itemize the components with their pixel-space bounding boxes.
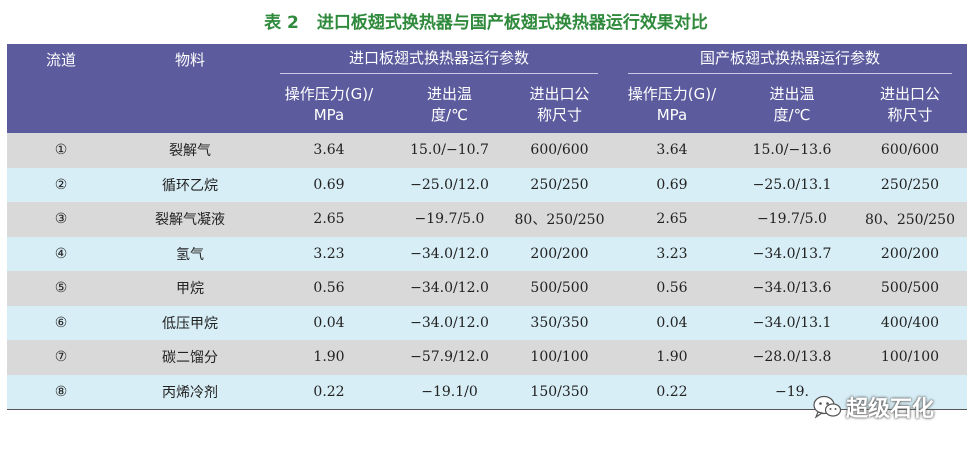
cell-flow: ④ [7,236,115,271]
header-domestic-pressure: 操作压力(G)/MPa [613,77,731,133]
cell-domestic-temp: −34.0/13.1 [731,305,853,340]
cell-material: 裂解气凝液 [115,202,265,237]
cell-import-temp: 15.0/−10.7 [393,133,506,168]
table-header: 流道 物料 进口板翅式换热器运行参数 国产板翅式换热器运行参数 操作压力(G)/… [7,44,967,133]
cell-domestic-size: 400/400 [853,305,967,340]
cell-material: 低压甲烷 [115,305,265,340]
cell-import-size: 80、250/250 [506,202,613,237]
watermark: 超级石化 [812,392,934,422]
cell-domestic-size [853,374,967,410]
header-group-domestic: 国产板翅式换热器运行参数 [613,44,967,77]
cell-import-pressure: 3.64 [265,133,393,168]
cell-import-size: 100/100 [506,340,613,375]
table-row: ⑥ 低压甲烷 0.04 −34.0/12.0 350/350 0.04 −34.… [7,305,967,340]
cell-domestic-pressure: 0.56 [613,271,731,306]
cell-flow: ⑥ [7,305,115,340]
cell-import-size: 600/600 [506,133,613,168]
cell-domestic-pressure: 0.22 [613,374,731,410]
cell-material: 碳二馏分 [115,340,265,375]
table-row: ⑦ 碳二馏分 1.90 −57.9/12.0 100/100 1.90 −28.… [7,340,967,375]
cell-domestic-pressure: 3.23 [613,236,731,271]
table-row: ③ 裂解气凝液 2.65 −19.7/5.0 80、250/250 2.65 −… [7,202,967,237]
table-row: ② 循环乙烷 0.69 −25.0/12.0 250/250 0.69 −25.… [7,167,967,202]
cell-import-temp: −19.7/5.0 [393,202,506,237]
table-row: ① 裂解气 3.64 15.0/−10.7 600/600 3.64 15.0/… [7,133,967,168]
header-material: 物料 [115,44,265,133]
cell-import-temp: −19.1/0 [393,374,506,410]
cell-import-pressure: 2.65 [265,202,393,237]
cell-domestic-pressure: 0.69 [613,167,731,202]
cell-domestic-temp: −28.0/13.8 [731,340,853,375]
cell-import-pressure: 0.04 [265,305,393,340]
cell-domestic-temp: −34.0/13.7 [731,236,853,271]
cell-domestic-size: 100/100 [853,340,967,375]
cell-domestic-pressure: 0.04 [613,305,731,340]
cell-flow: ② [7,167,115,202]
cell-domestic-size: 250/250 [853,167,967,202]
table-row: ⑧ 丙烯冷剂 0.22 −19.1/0 150/350 0.22 −19. [7,374,967,410]
table-title: 表 2 进口板翅式换热器与国产板翅式换热器运行效果对比 [0,8,972,33]
cell-domestic-temp: −19.7/5.0 [731,202,853,237]
header-import-pressure: 操作压力(G)/MPa [265,77,393,133]
cell-flow: ③ [7,202,115,237]
cell-domestic-size: 500/500 [853,271,967,306]
cell-domestic-temp: −25.0/13.1 [731,167,853,202]
cell-flow: ① [7,133,115,168]
header-import-size: 进出口公 称尺寸 [506,77,613,133]
cell-material: 裂解气 [115,133,265,168]
table-caption: 进口板翅式换热器与国产板翅式换热器运行效果对比 [316,13,708,33]
cell-import-size: 250/250 [506,167,613,202]
cell-flow: ⑤ [7,271,115,306]
cell-import-temp: −34.0/12.0 [393,236,506,271]
header-flow: 流道 [7,44,115,133]
cell-domestic-size: 200/200 [853,236,967,271]
cell-material: 氢气 [115,236,265,271]
cell-domestic-size: 80、250/250 [853,202,967,237]
table-body: ① 裂解气 3.64 15.0/−10.7 600/600 3.64 15.0/… [7,133,967,410]
table-row: ⑤ 甲烷 0.56 −34.0/12.0 500/500 0.56 −34.0/… [7,271,967,306]
cell-domestic-pressure: 1.90 [613,340,731,375]
cell-domestic-temp: 15.0/−13.6 [731,133,853,168]
header-domestic-size: 进出口公 称尺寸 [853,77,967,133]
cell-domestic-size: 600/600 [853,133,967,168]
header-import-temp: 进出温 度/℃ [393,77,506,133]
cell-import-size: 500/500 [506,271,613,306]
cell-import-temp: −57.9/12.0 [393,340,506,375]
cell-import-pressure: 3.23 [265,236,393,271]
cell-material: 循环乙烷 [115,167,265,202]
header-group-import: 进口板翅式换热器运行参数 [265,44,613,77]
cell-import-size: 200/200 [506,236,613,271]
cell-import-pressure: 0.22 [265,374,393,410]
cell-import-pressure: 1.90 [265,340,393,375]
cell-import-size: 150/350 [506,374,613,410]
cell-domestic-temp: −34.0/13.6 [731,271,853,306]
table-row: ④ 氢气 3.23 −34.0/12.0 200/200 3.23 −34.0/… [7,236,967,271]
cell-import-temp: −25.0/12.0 [393,167,506,202]
cell-flow: ⑧ [7,374,115,410]
table-number: 表 2 [264,13,299,33]
header-domestic-temp: 进出温 度/℃ [731,77,853,133]
watermark-text: 超级石化 [846,397,935,422]
cell-domestic-pressure: 3.64 [613,133,731,168]
cell-import-pressure: 0.69 [265,167,393,202]
cell-domestic-pressure: 2.65 [613,202,731,237]
cell-flow: ⑦ [7,340,115,375]
cell-import-size: 350/350 [506,305,613,340]
cell-material: 甲烷 [115,271,265,306]
cell-import-temp: −34.0/12.0 [393,271,506,306]
cell-import-temp: −34.0/12.0 [393,305,506,340]
wechat-icon [813,395,842,419]
cell-import-pressure: 0.56 [265,271,393,306]
comparison-table: 流道 物料 进口板翅式换热器运行参数 国产板翅式换热器运行参数 操作压力(G)/… [7,44,967,410]
cell-material: 丙烯冷剂 [115,374,265,410]
